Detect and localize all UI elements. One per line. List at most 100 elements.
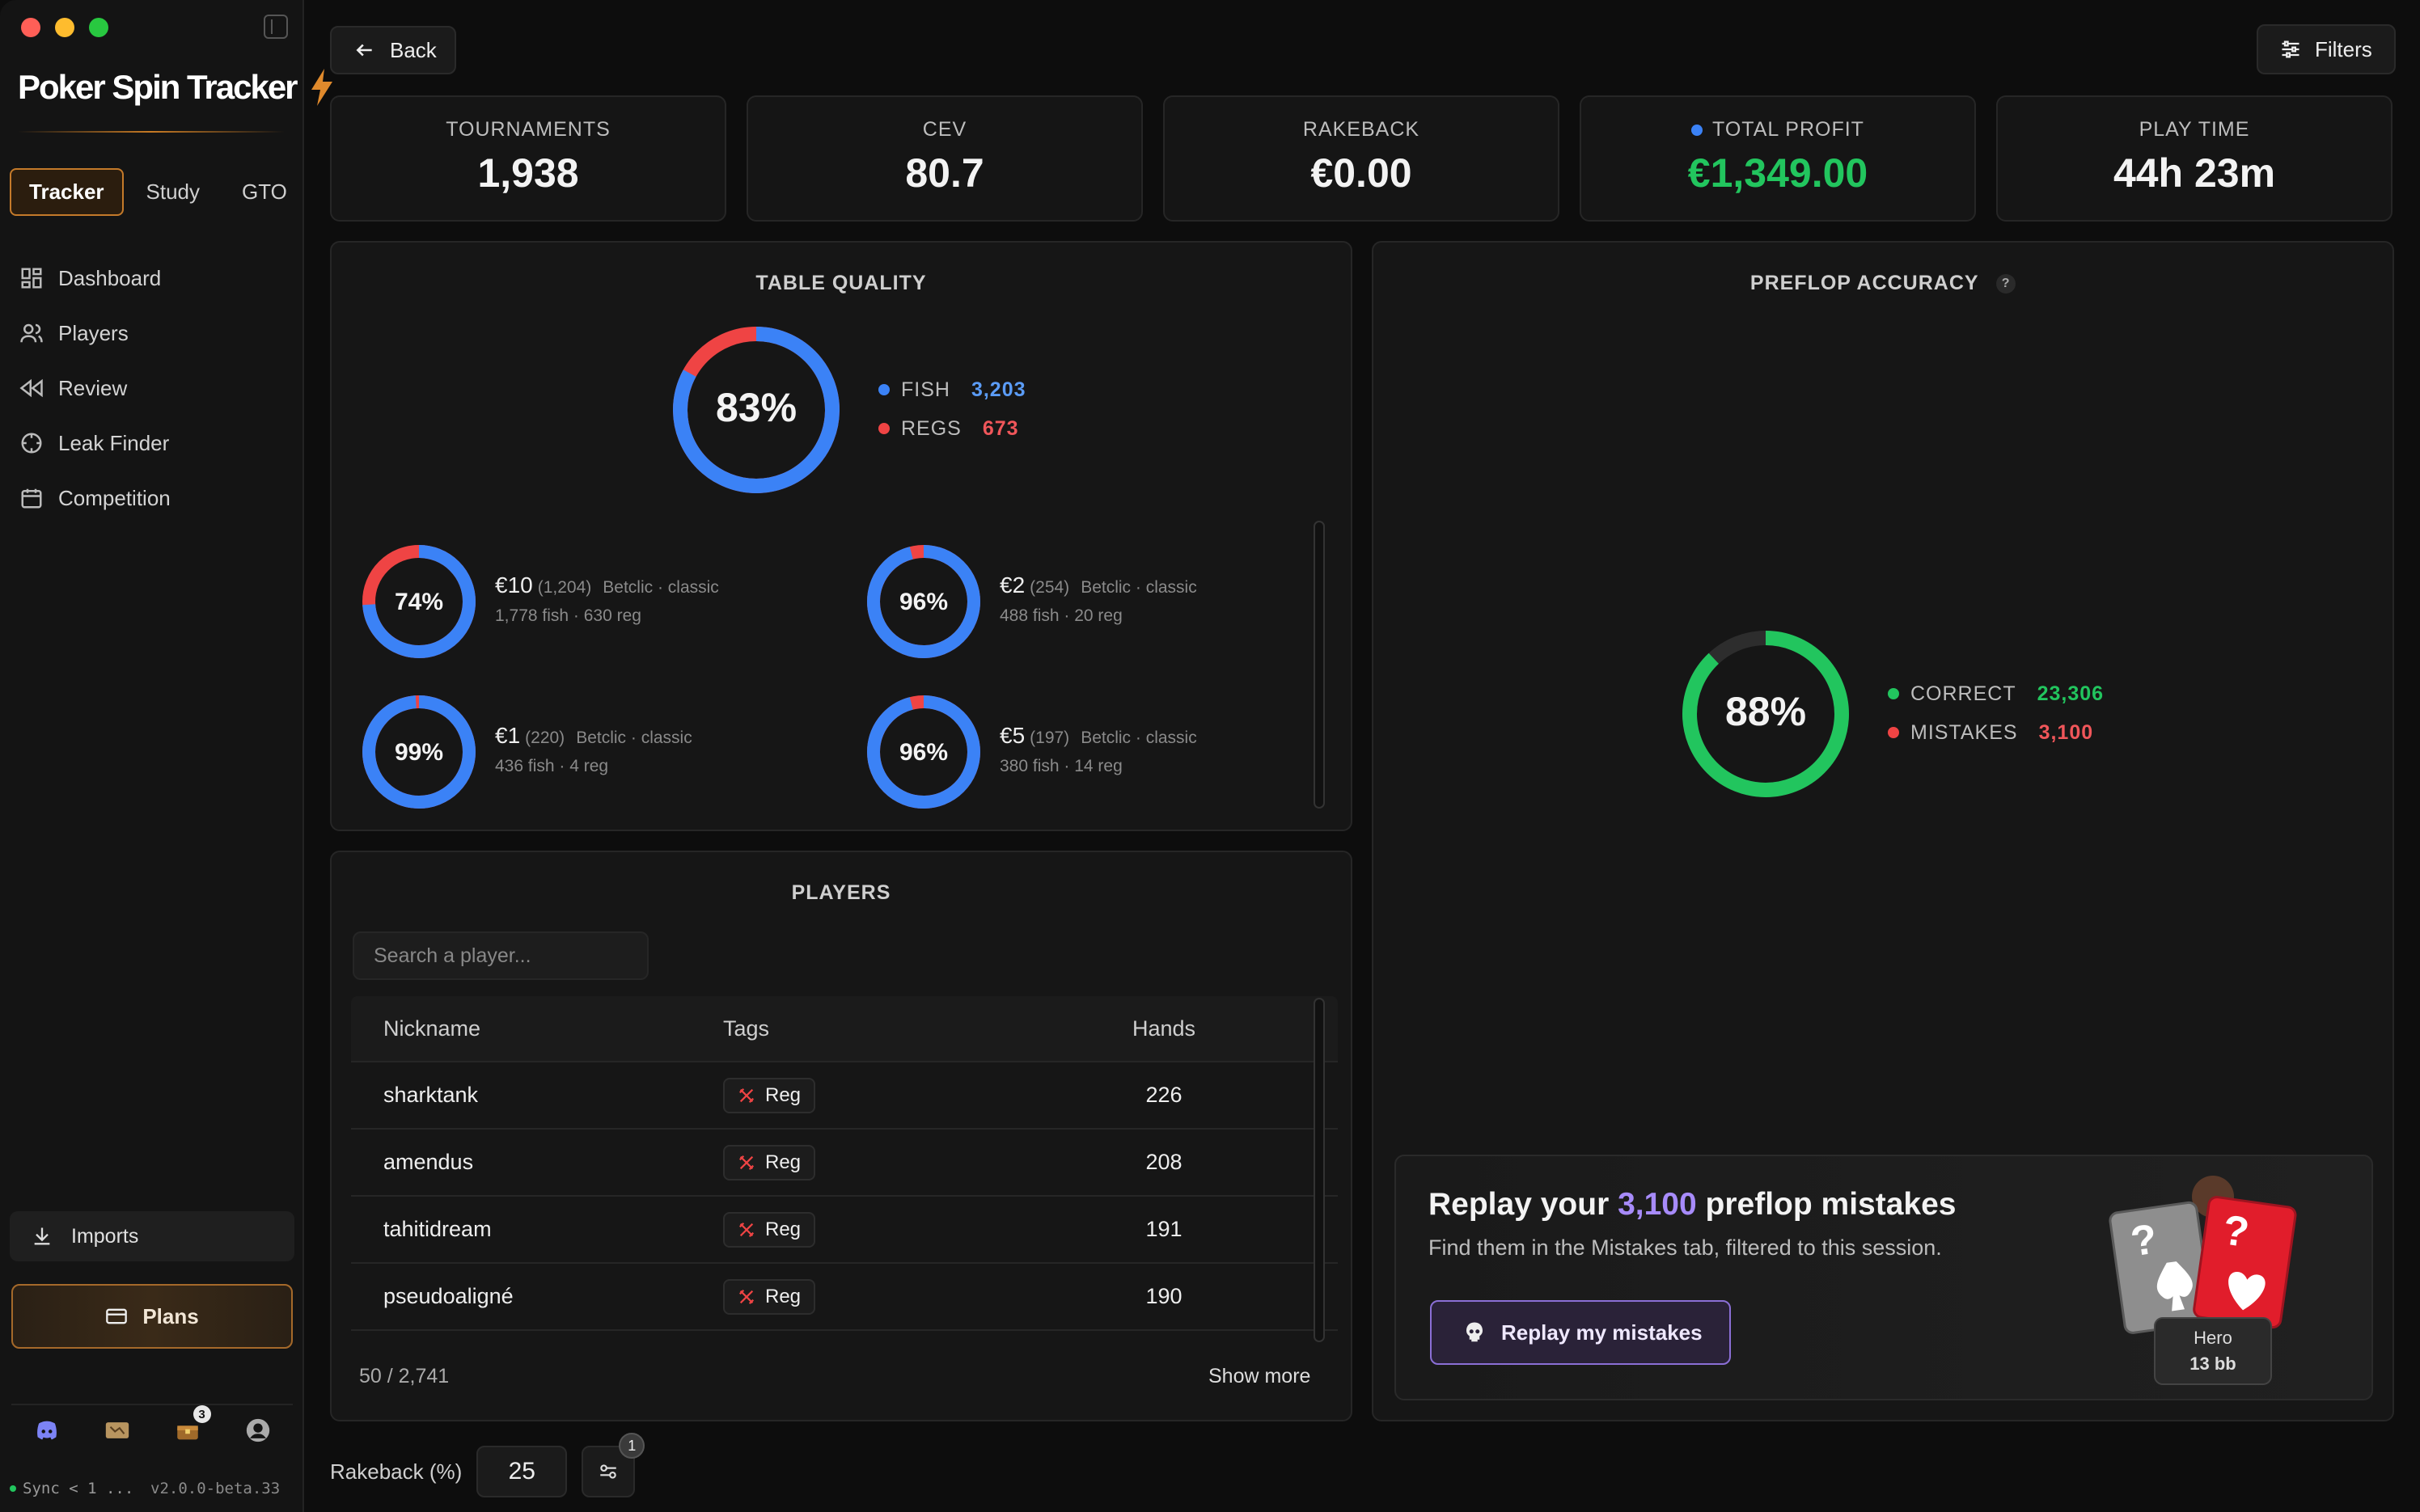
show-more-button[interactable]: Show more (1208, 1365, 1311, 1387)
mode-gto[interactable]: GTO (242, 179, 287, 204)
table-quality-panel: TABLE QUALITY 83% FISH 3,203 REGS 673 74% … (330, 241, 1352, 831)
stake-site: Betclic · classic (603, 578, 719, 597)
stake-title: €2 (254) Betclic · classic (1000, 572, 1197, 598)
player-hands: 191 (1145, 1217, 1182, 1241)
help-icon[interactable]: ? (1996, 274, 2016, 294)
column-hands[interactable]: Hands (1132, 1016, 1196, 1041)
player-search-input[interactable]: Search a player... (353, 931, 649, 980)
players-count: 50 / 2,741 (359, 1365, 450, 1387)
regs-count: 673 (982, 416, 1019, 440)
crosshair-icon (21, 433, 42, 454)
crossed-swords-icon (738, 1222, 755, 1237)
player-hands: 208 (1145, 1150, 1182, 1174)
stake-donut: 96% (867, 545, 980, 658)
close-window-button[interactable] (21, 18, 40, 37)
crossed-swords-icon (738, 1289, 755, 1304)
discord-icon[interactable] (33, 1417, 61, 1444)
stake-amount: €1 (495, 723, 521, 748)
column-tags[interactable]: Tags (723, 1016, 770, 1041)
correct-dot (1888, 688, 1899, 699)
replay-title-post: preflop mistakes (1696, 1187, 1957, 1222)
sidebar-item-review[interactable]: Review (19, 361, 293, 416)
stake-percent: 96% (899, 589, 948, 615)
stake-detail: 436 fish · 4 reg (495, 757, 609, 775)
player-tag[interactable]: Reg (723, 1144, 816, 1180)
player-tag[interactable]: Reg (723, 1211, 816, 1248)
stake-item: 96% €5 (197) Betclic · classic 380 fish · … (865, 694, 1197, 814)
mode-study[interactable]: Study (146, 179, 201, 204)
stake-percent: 74% (395, 589, 443, 615)
fish-count: 3,203 (971, 378, 1026, 401)
mode-tracker[interactable]: Tracker (10, 168, 124, 216)
imports-button[interactable]: Imports (10, 1211, 294, 1261)
table-row[interactable]: amendus Reg 208 (351, 1130, 1338, 1197)
stake-detail: 380 fish · 14 reg (1000, 757, 1123, 775)
download-icon (34, 1227, 50, 1245)
map-icon[interactable] (104, 1417, 131, 1444)
player-nickname: sharktank (383, 1083, 479, 1107)
preflop-title-row: PREFLOP ACCURACY ? (1373, 272, 2392, 295)
mistakes-label: MISTAKES (1910, 720, 2018, 744)
sync-label: Sync < 1 ... (23, 1480, 134, 1497)
replay-mistakes-button[interactable]: Replay my mistakes (1430, 1300, 1731, 1365)
table-row[interactable]: sharktank Reg 226 (351, 1062, 1338, 1130)
calendar-icon (21, 488, 42, 509)
donut-fish-arc (673, 327, 840, 493)
rakeback-bar: Rakeback (%) 25 1 (330, 1433, 645, 1497)
donut-percent: 83% (716, 385, 797, 430)
minimize-window-button[interactable] (55, 18, 74, 37)
tag-label: Reg (765, 1151, 802, 1173)
rakeback-label: Rakeback (%) (330, 1459, 463, 1484)
donut-fish-arc (867, 545, 980, 658)
tag-label: Reg (765, 1083, 802, 1106)
treasure-chest-icon[interactable]: 3 (174, 1405, 211, 1444)
sliders-icon (600, 1464, 617, 1479)
stake-donut: 99% (362, 695, 476, 809)
stake-item: 96% €2 (254) Betclic · classic 488 fish · … (865, 543, 1197, 664)
replay-title-pre: Replay your (1428, 1187, 1618, 1222)
stake-title: €10 (1,204) Betclic · classic (495, 572, 719, 598)
dashboard-icon (21, 268, 42, 289)
stake-site: Betclic · classic (1081, 578, 1197, 597)
rakeback-settings-button[interactable]: 1 (582, 1433, 645, 1497)
plans-button[interactable]: Plans (11, 1284, 293, 1349)
sidebar-item-dashboard[interactable]: Dashboard (19, 251, 293, 306)
lightning-icon (311, 69, 332, 106)
rewind-icon (19, 378, 43, 398)
stake-site: Betclic · classic (576, 729, 692, 747)
sync-status: Sync < 1 ... (10, 1480, 133, 1497)
player-tag[interactable]: Reg (723, 1278, 816, 1315)
stakes-scrollbar[interactable] (1314, 521, 1325, 809)
regs-label: REGS (901, 416, 962, 440)
stat-value: 1,938 (477, 150, 579, 196)
preflop-legend: CORRECT 23,306 MISTAKES 3,100 (1888, 674, 2104, 752)
players-scrollbar[interactable] (1314, 998, 1325, 1342)
player-hands: 226 (1145, 1083, 1182, 1107)
stake-count: (254) (1030, 578, 1070, 597)
table-row[interactable]: pseudoaligné Reg 190 (351, 1264, 1338, 1331)
preflop-title: PREFLOP ACCURACY (1749, 272, 1979, 294)
account-icon[interactable] (244, 1417, 272, 1444)
mistakes-count: 3,100 (2038, 720, 2094, 744)
stat-rakeback: RAKEBACK €0.00 (1163, 95, 1559, 222)
sidebar-item-players[interactable]: Players (19, 306, 293, 361)
sidebar-item-leak-finder[interactable]: Leak Finder (19, 416, 293, 471)
sidebar-collapse-icon[interactable] (264, 15, 288, 39)
sidebar-item-competition[interactable]: Competition (19, 471, 293, 526)
player-tag[interactable]: Reg (723, 1077, 816, 1113)
stake-percent: 96% (899, 739, 948, 766)
mode-switcher: Tracker Study GTO (10, 168, 307, 216)
filters-button[interactable]: Filters (2257, 24, 2396, 74)
skull-icon (1466, 1322, 1483, 1342)
column-nickname[interactable]: Nickname (383, 1016, 481, 1041)
stake-count: (220) (525, 729, 565, 747)
maximize-window-button[interactable] (89, 18, 108, 37)
status-dot (1691, 124, 1703, 136)
replay-subtitle: Find them in the Mistakes tab, filtered … (1428, 1235, 1942, 1260)
stat-cev: CEV 80.7 (747, 95, 1143, 222)
back-button[interactable]: Back (330, 26, 456, 74)
sidebar-item-label: Dashboard (58, 265, 162, 290)
app-name: Poker Spin Tracker (18, 68, 298, 106)
table-row[interactable]: tahitidream Reg 191 (351, 1197, 1338, 1264)
rakeback-input[interactable]: 25 (476, 1446, 568, 1497)
